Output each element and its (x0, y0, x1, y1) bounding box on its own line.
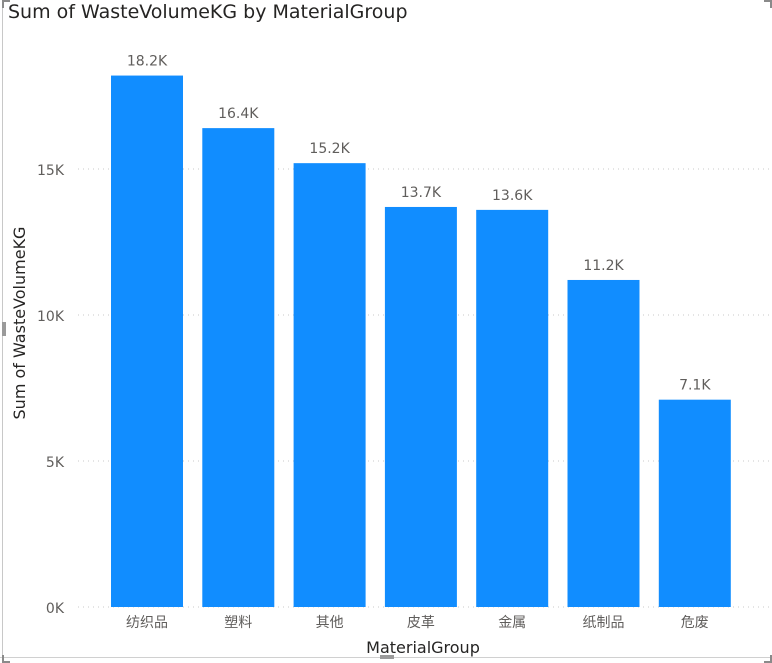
data-label: 7.1K (679, 378, 711, 394)
bar[interactable] (111, 75, 183, 607)
x-tick-label: 纺织品 (126, 615, 168, 631)
resize-handle-bottom[interactable] (380, 655, 394, 659)
bar[interactable] (384, 206, 457, 607)
x-axis-title: MaterialGroup (366, 638, 480, 657)
y-axis-title: Sum of WasteVolumeKG (10, 227, 29, 420)
y-tick-label: 5K (46, 455, 65, 471)
resize-corner-top-left[interactable] (2, 0, 10, 8)
bar[interactable] (293, 163, 366, 607)
x-tick-label: 金属 (498, 615, 526, 631)
data-label: 13.7K (401, 185, 442, 201)
bar[interactable] (658, 399, 731, 607)
y-axis-ticks: 0K 5K 10K 15K (37, 163, 65, 617)
data-label: 16.4K (218, 106, 259, 122)
data-labels: 18.2K 16.4K 15.2K 13.7K 13.6K 11.2K 7.1K (127, 54, 712, 394)
data-label: 18.2K (127, 54, 168, 70)
x-tick-label: 危废 (681, 615, 709, 631)
data-label: 11.2K (583, 258, 624, 274)
data-label: 15.2K (309, 141, 350, 157)
bar[interactable] (202, 128, 275, 607)
bars[interactable] (111, 75, 731, 607)
y-tick-label: 15K (37, 163, 65, 179)
data-label: 13.6K (492, 188, 533, 204)
chart-title: Sum of WasteVolumeKG by MaterialGroup (8, 1, 408, 23)
bar[interactable] (476, 209, 549, 607)
x-axis-ticks: 纺织品 塑料 其他 皮革 金属 纸制品 危废 (126, 615, 709, 631)
resize-corner-top-right[interactable] (764, 0, 772, 8)
y-tick-label: 0K (46, 601, 65, 617)
resize-handle-left[interactable] (2, 322, 6, 336)
x-tick-label: 皮革 (407, 615, 435, 631)
x-tick-label: 纸制品 (583, 615, 625, 631)
y-tick-label: 10K (37, 309, 65, 325)
x-tick-label: 其他 (316, 615, 344, 631)
bar[interactable] (567, 279, 640, 607)
x-tick-label: 塑料 (224, 615, 252, 631)
